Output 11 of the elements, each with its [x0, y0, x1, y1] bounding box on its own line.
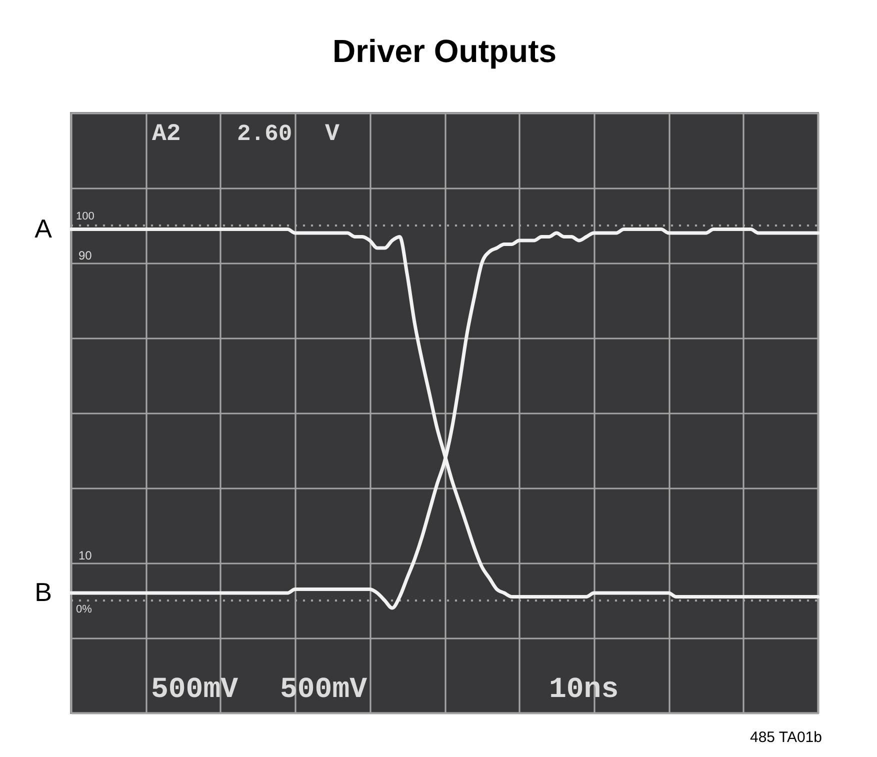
series-label: A [34, 213, 53, 244]
text: 485 TA01b [750, 729, 822, 746]
y-tick-label: 10 [78, 548, 92, 562]
ref-line-label: 100 [76, 210, 94, 222]
chart-title: Driver Outputs [332, 33, 557, 69]
annotation: 2.60 [237, 121, 292, 147]
series-label: B [34, 577, 52, 607]
annotation: V [325, 121, 340, 148]
y-tick-label: 90 [78, 248, 92, 262]
annotation: A2 [152, 121, 181, 148]
ref-line-label: 0% [76, 604, 92, 616]
